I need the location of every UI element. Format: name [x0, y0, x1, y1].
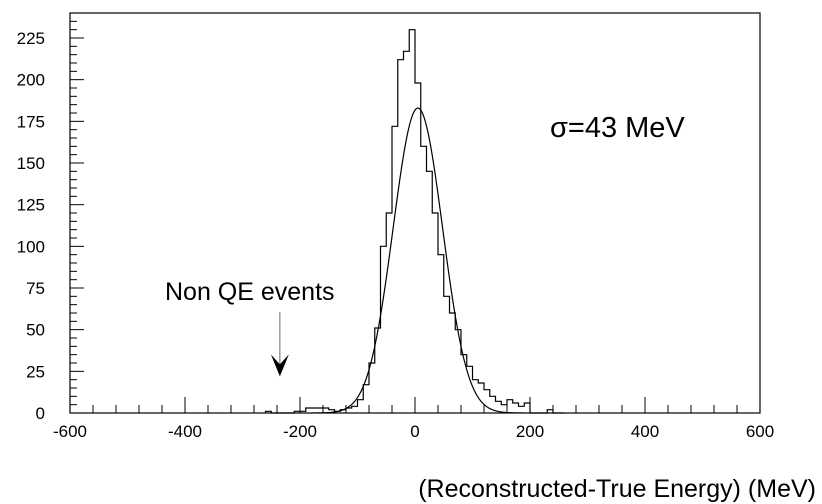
non-qe-annotation: Non QE events: [165, 278, 335, 306]
y-tick-label: 75: [26, 279, 45, 298]
y-tick-label: 175: [17, 112, 45, 131]
y-tick-label: 225: [17, 29, 45, 48]
y-tick-label: 0: [36, 404, 45, 423]
x-tick-label: 600: [746, 422, 774, 441]
gaussian-fit-curve: [311, 107, 525, 414]
x-axis-title: (Reconstructed-True Energy) (MeV): [418, 475, 816, 503]
x-tick-label: -200: [283, 422, 317, 441]
y-tick-label: 200: [17, 71, 45, 90]
y-tick-label: 125: [17, 196, 45, 215]
y-tick-label: 100: [17, 237, 45, 256]
histogram-series: [264, 29, 565, 414]
y-tick-label: 50: [26, 321, 45, 340]
y-tick-label: 25: [26, 362, 45, 381]
y-tick-labels: 0 25 50 75 100 125 150 175 200 225: [17, 29, 45, 423]
x-tick-labels: -600 -400 -200 0 200 400 600: [53, 422, 774, 441]
x-tick-label: 200: [516, 422, 544, 441]
x-tick-label: 400: [631, 422, 659, 441]
x-tick-label: 0: [410, 422, 419, 441]
y-tick-label: 150: [17, 154, 45, 173]
x-tick-label: -400: [168, 422, 202, 441]
sigma-annotation: σ=43 MeV: [550, 112, 685, 144]
non-qe-arrow-head: [270, 354, 289, 377]
x-tick-label: -600: [53, 422, 87, 441]
